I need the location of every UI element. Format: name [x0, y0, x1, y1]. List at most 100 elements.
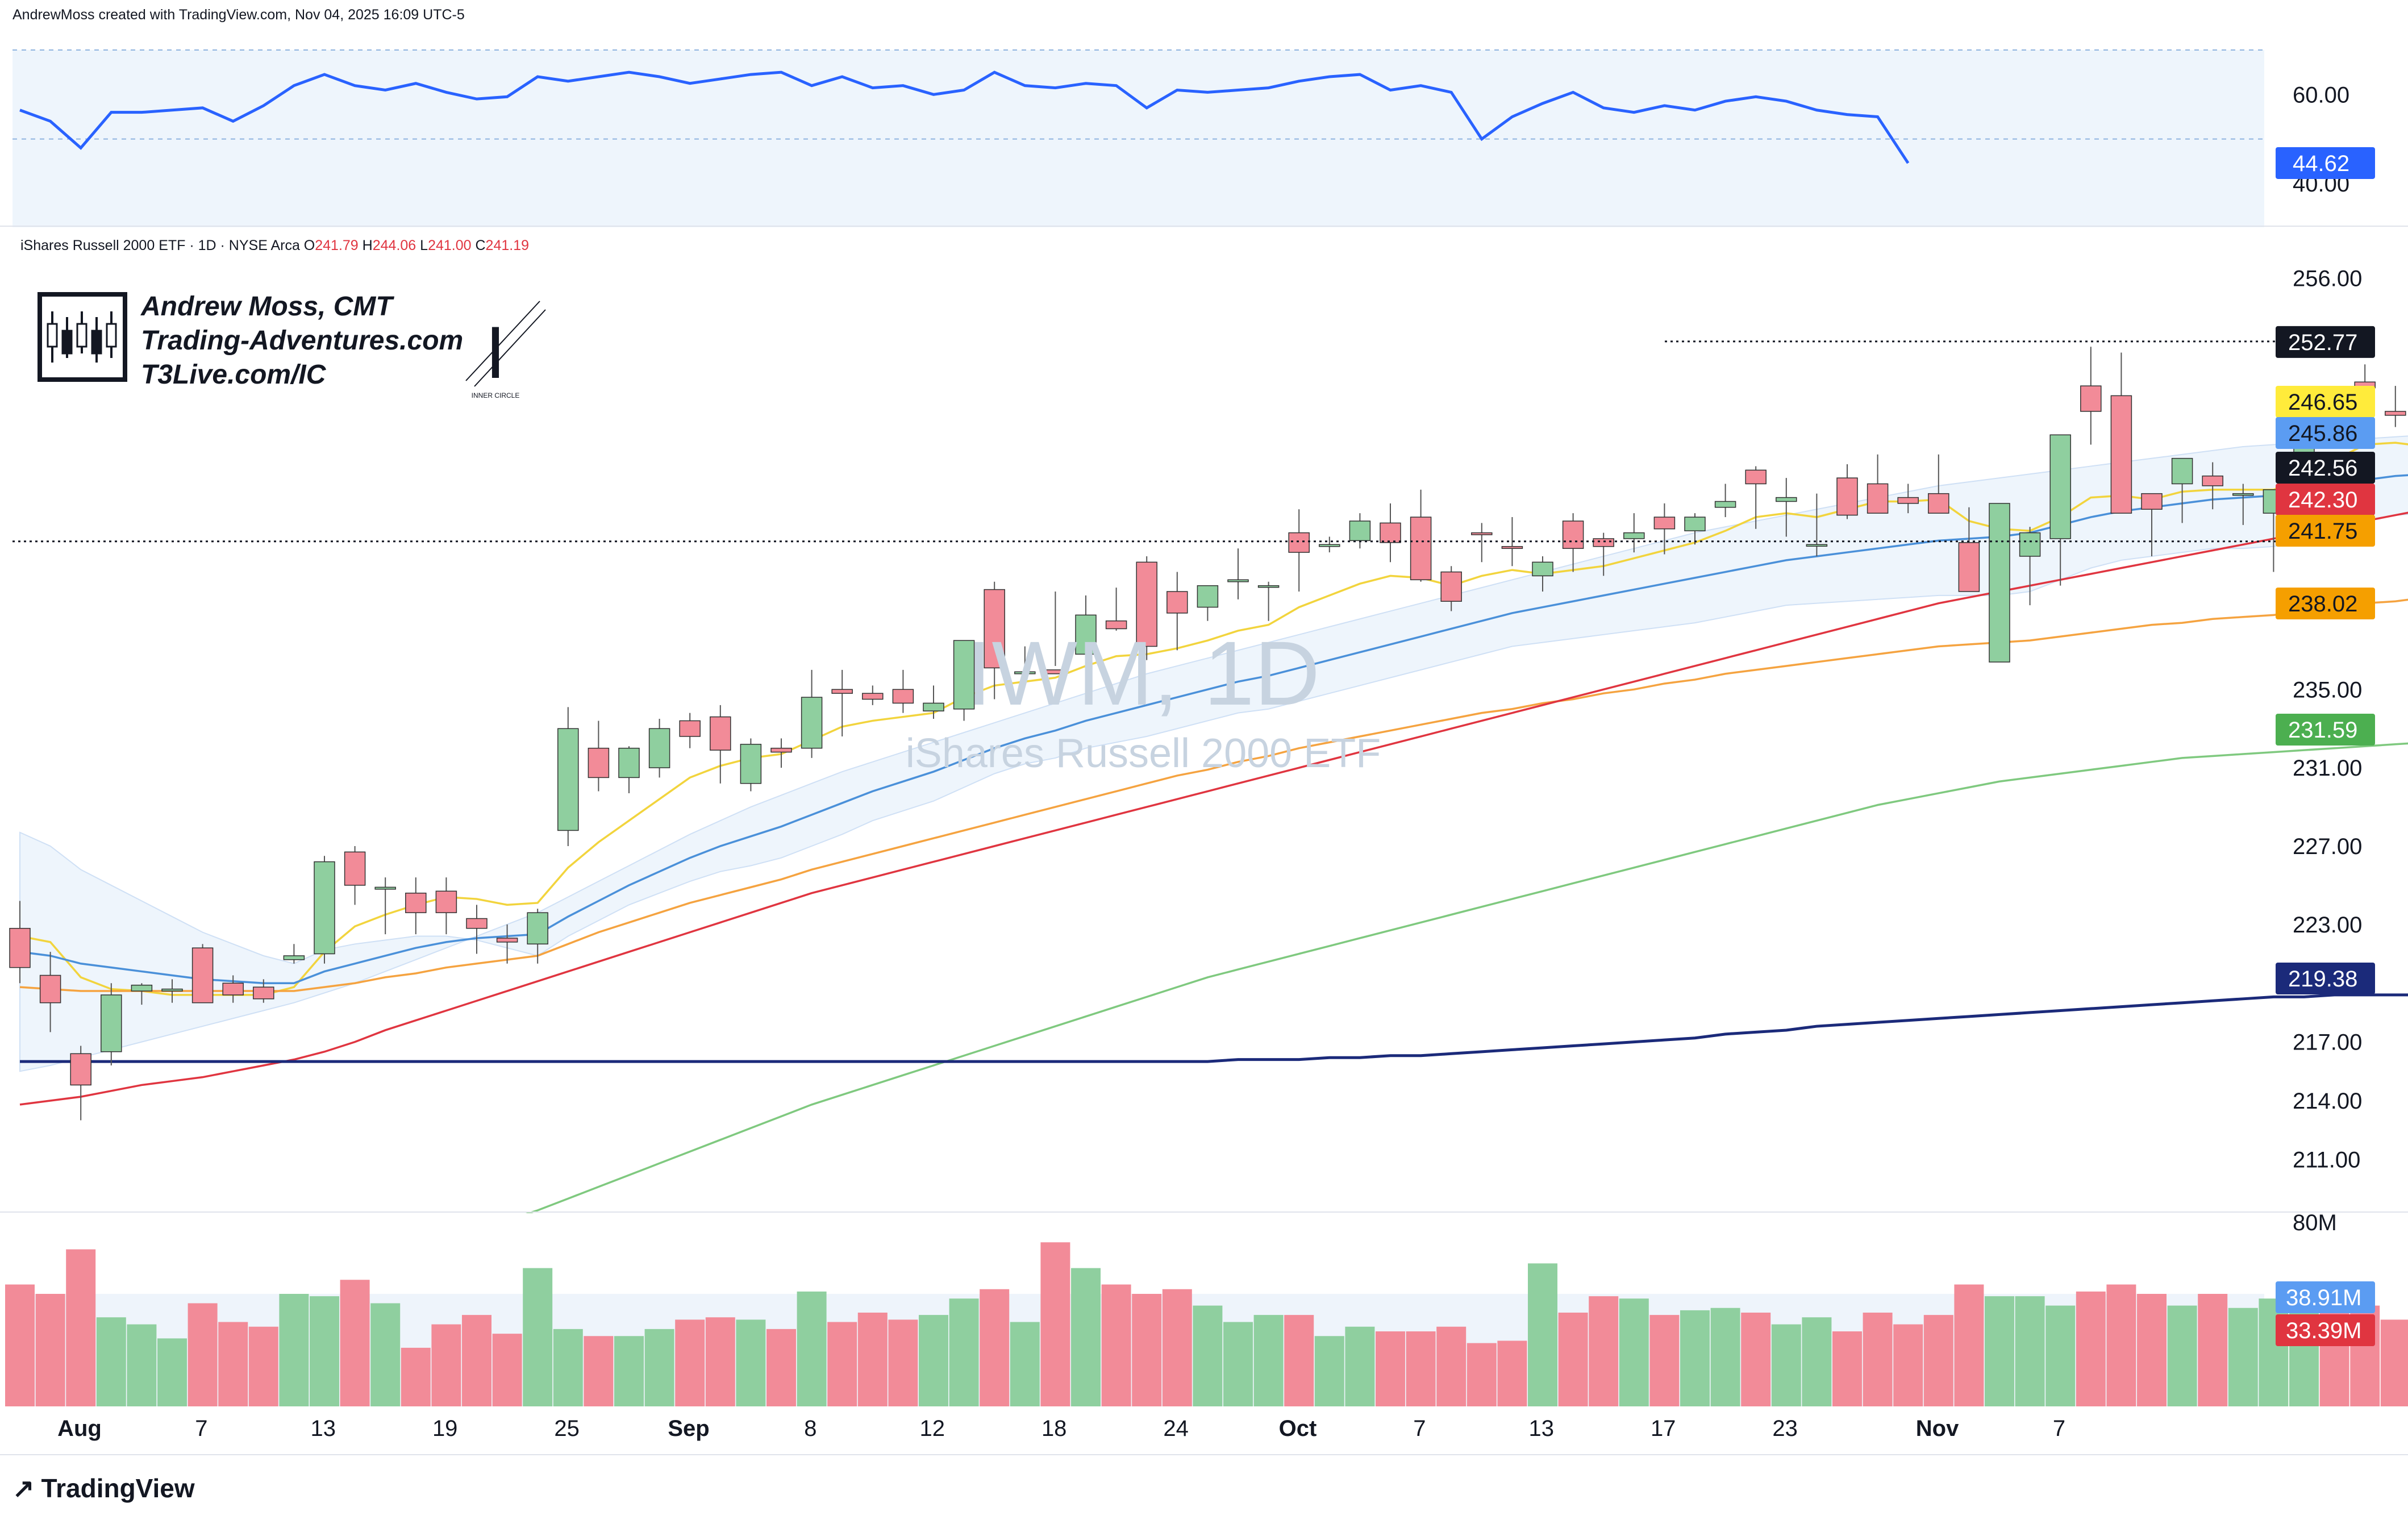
volume-bar: [1954, 1284, 1984, 1406]
volume-bar: [218, 1322, 248, 1406]
candle-body: [1928, 493, 1949, 514]
x-tick-label: Oct: [1279, 1416, 1317, 1441]
price-tick-label: 214.00: [2293, 1089, 2362, 1114]
x-tick-label: 7: [2053, 1416, 2065, 1441]
candle-body: [1593, 538, 1614, 547]
candle-body: [466, 918, 488, 929]
symbol-info-line: iShares Russell 2000 ETF · 1D · NYSE Arc…: [20, 238, 529, 253]
inner-circle-logo: I: [485, 311, 506, 394]
volume-bar: [553, 1329, 583, 1406]
sma-orange-line: [19, 598, 2408, 992]
candle-body: [1288, 532, 1310, 553]
candle-body: [1136, 561, 1157, 647]
volume-bar: [523, 1268, 553, 1406]
volume-bar: [1802, 1317, 1832, 1406]
volume-bar: [614, 1336, 644, 1406]
price-badge: [2276, 452, 2375, 484]
volume-bar: [1680, 1310, 1710, 1406]
volume-bar: [797, 1291, 827, 1406]
volume-pane[interactable]: 80M 38.91M 33.39M Aug 7 13 19 25 Sep 8 12 18 24 Oct 7 1…: [0, 1213, 2408, 1458]
candle-body: [1197, 585, 1219, 608]
candle-body: [1319, 544, 1340, 547]
volume-bar: [1893, 1324, 1923, 1406]
volume-bar: [705, 1317, 735, 1406]
candle-body: [405, 892, 427, 913]
price-pane[interactable]: 256.00239.00235.00231.00227.00223.00220.…: [0, 227, 2408, 1213]
volume-bar: [1101, 1284, 1131, 1406]
candle-body: [1836, 477, 1858, 516]
candle-body: [710, 716, 731, 751]
candle-body: [2049, 434, 2071, 539]
price-badge-label: 219.38: [2288, 967, 2357, 992]
volume-bar: [1436, 1326, 1467, 1406]
volume-bar: [1985, 1296, 2014, 1406]
volume-bar: [919, 1315, 948, 1406]
candle-body: [831, 689, 853, 694]
volume-tick-label: 80M: [2293, 1213, 2337, 1235]
x-tick-label: 19: [432, 1416, 458, 1441]
volume-bar: [675, 1319, 705, 1406]
price-tick-label: 256.00: [2293, 267, 2362, 292]
brand-logo-icon: [38, 292, 127, 382]
candle-body: [618, 747, 640, 778]
volume-bar: [584, 1336, 614, 1406]
brand-logo-candle: [76, 323, 88, 348]
candle-body: [1989, 503, 2010, 663]
price-tick-label: 223.00: [2293, 913, 2362, 938]
candle-body: [801, 697, 823, 749]
candle-body: [984, 589, 1005, 669]
x-tick-label: Nov: [1916, 1416, 1959, 1441]
volume-bar: [1406, 1331, 1436, 1406]
tradingview-logo[interactable]: ↗ TradingView: [13, 1473, 195, 1504]
volume-bar: [96, 1317, 126, 1406]
volume-bar: [370, 1303, 401, 1406]
price-badge-label: 252.77: [2288, 330, 2357, 355]
volume-bar: [1497, 1340, 1527, 1406]
price-badge-label: 242.56: [2288, 456, 2357, 481]
x-tick-label: 17: [1651, 1416, 1676, 1441]
price-tick-label: 211.00: [2293, 1147, 2360, 1172]
volume-bar: [1345, 1326, 1375, 1406]
creator-line: AndrewMoss created with TradingView.com,…: [13, 7, 465, 23]
volume-bar: [1071, 1268, 1101, 1406]
candle-body: [1623, 532, 1645, 539]
price-badge: [2276, 326, 2375, 358]
candle-body: [70, 1053, 91, 1086]
candle-body: [1806, 544, 1828, 547]
volume-bar: [1528, 1263, 1557, 1406]
inner-circle-stroke: [465, 301, 540, 381]
volume-bar: [1162, 1289, 1192, 1406]
price-badge: [2276, 484, 2375, 515]
volume-bar: [1467, 1343, 1497, 1406]
x-tick-label: 13: [1529, 1416, 1555, 1441]
candle-body: [39, 975, 61, 1003]
candle-body: [1471, 532, 1493, 535]
volume-bar: [1284, 1315, 1314, 1406]
candle-body: [314, 861, 335, 955]
watermark-name: iShares Russell 2000 ETF: [906, 731, 1381, 776]
tradingview-logo-icon: ↗: [13, 1473, 35, 1503]
price-badge-label: 242.30: [2288, 488, 2357, 513]
price-badge-label: 231.59: [2288, 718, 2357, 743]
candle-body: [1562, 521, 1584, 549]
candle-body: [2019, 532, 2041, 557]
volume-bar: [2167, 1305, 2197, 1406]
candle-body: [1653, 517, 1676, 530]
price-badge-label: 245.86: [2288, 421, 2357, 446]
candle-body: [1014, 671, 1036, 674]
price-badge-label: 246.65: [2288, 390, 2357, 415]
candle-body: [1349, 521, 1371, 542]
candle-body: [770, 747, 792, 753]
candle-body: [2385, 411, 2406, 416]
volume-bar: [2228, 1308, 2258, 1406]
volume-last-label: 33.39M: [2286, 1318, 2361, 1343]
candle-body: [191, 947, 214, 1003]
price-badge: [2276, 714, 2375, 746]
candle-body: [283, 955, 305, 960]
rsi-value-label: 44.62: [2293, 151, 2349, 176]
volume-bar: [1253, 1315, 1284, 1406]
candle-body: [1867, 483, 1889, 514]
volume-bar: [5, 1284, 35, 1406]
volume-last-badge: [2276, 1314, 2375, 1346]
